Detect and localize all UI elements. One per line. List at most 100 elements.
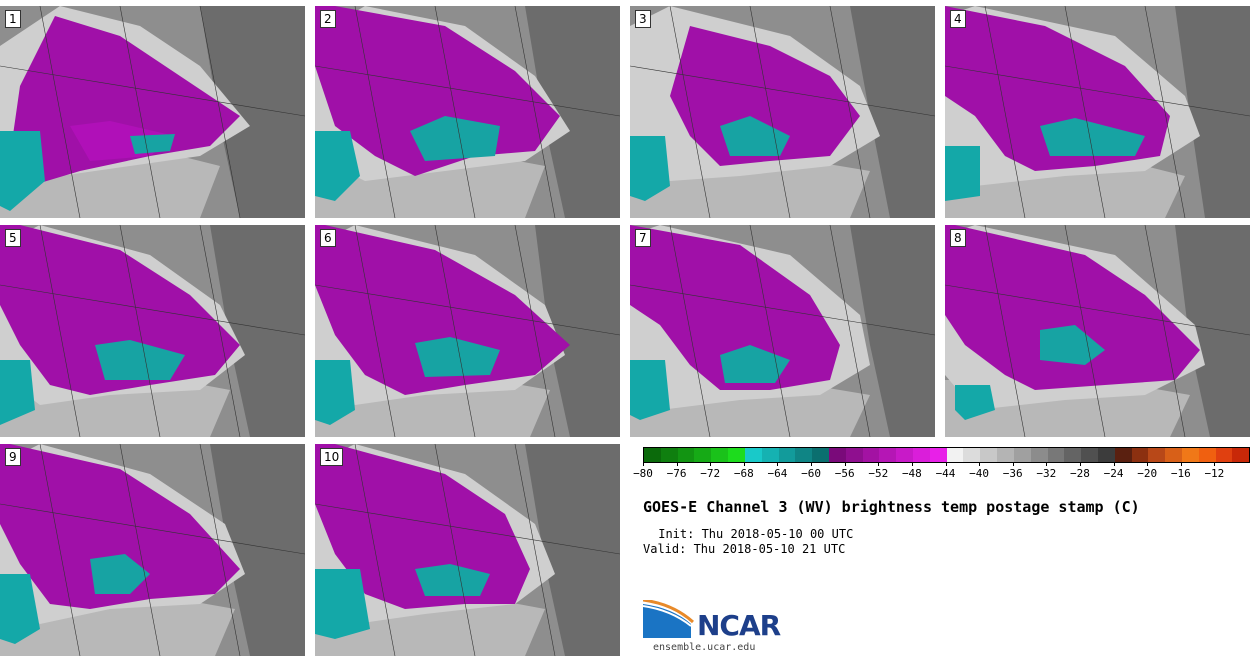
colorbar-tick-label: −44 [935,467,956,480]
colorbar-tick-label: −60 [801,467,821,480]
colorbar-swatch [946,448,964,462]
colorbar-tick [1113,462,1115,466]
colorbar-tick-label: −12 [1204,467,1225,480]
map-panel-10: 10 [315,444,620,656]
colorbar-swatch [1165,448,1182,462]
colorbar-swatch [997,448,1014,462]
map-image [0,444,305,656]
colorbar-tick-label: −16 [1170,467,1191,480]
colorbar-tick [945,462,947,466]
colorbar-swatch [1148,448,1166,462]
map-panel-2: 2 [315,6,620,218]
panel-number: 4 [950,10,966,28]
colorbar-swatch [1114,448,1132,462]
colorbar-swatch [913,448,930,462]
colorbar-tick [844,462,846,466]
colorbar [643,447,1250,463]
colorbar-tick [777,462,779,466]
map-image [315,6,620,218]
valid-time: Valid: Thu 2018-05-10 21 UTC [643,542,846,556]
panel-number: 3 [635,10,651,28]
colorbar-swatch [778,448,796,462]
colorbar-tick-label: −20 [1137,467,1158,480]
colorbar-tick [1046,462,1048,466]
colorbar-tick [1079,462,1081,466]
colorbar-tick [811,462,813,466]
colorbar-tick [710,462,712,466]
colorbar-swatch [744,448,762,462]
colorbar-tick-label: −72 [700,467,721,480]
colorbar-tick [878,462,880,466]
panel-number: 1 [5,10,21,28]
colorbar-swatch [1013,448,1031,462]
map-image [630,225,935,437]
colorbar-tick-label: −32 [1036,467,1057,480]
colorbar-swatch [1030,448,1048,462]
ncar-logo-icon [643,600,695,638]
panel-number: 5 [5,229,21,247]
init-time: Init: Thu 2018-05-10 00 UTC [651,527,854,541]
colorbar-tick [1214,462,1216,466]
colorbar-swatch [845,448,863,462]
colorbar-tick-label: −76 [666,467,687,480]
colorbar-swatch [1047,448,1065,462]
map-image [945,225,1250,437]
colorbar-tick-label: −64 [767,467,788,480]
colorbar-tick [979,462,981,466]
map-panel-7: 7 [630,225,935,437]
colorbar-swatch [896,448,913,462]
map-panel-1: 1 [0,6,305,218]
map-panel-8: 8 [945,225,1250,437]
colorbar-swatch [761,448,779,462]
colorbar-tick [643,462,644,466]
colorbar-swatch [644,448,661,462]
map-panel-3: 3 [630,6,935,218]
colorbar-swatch [1215,448,1233,462]
map-panel-6: 6 [315,225,620,437]
colorbar-tick [911,462,913,466]
colorbar-swatch [980,448,998,462]
map-image [315,225,620,437]
colorbar-swatch [862,448,880,462]
map-image [945,6,1250,218]
colorbar-swatch [879,448,897,462]
colorbar-swatch [1198,448,1216,462]
panel-number: 10 [320,448,344,466]
colorbar-tick [1180,462,1182,466]
colorbar-swatch [929,448,947,462]
colorbar-swatch [1097,448,1115,462]
colorbar-swatch [1064,448,1082,462]
colorbar-swatch [1131,448,1149,462]
colorbar-tick-label: −24 [1103,467,1124,480]
colorbar-tick-label: −80 [633,467,653,480]
colorbar-tick-label: −40 [969,467,990,480]
map-panel-9: 9 [0,444,305,656]
colorbar-ticks: −80 −76 −72 −68 −64 −60 −56 −52 −48 −44 −40 −36 −32−… [633,462,1248,482]
colorbar-swatch [1081,448,1098,462]
map-panel-4: 4 [945,6,1250,218]
colorbar-tick-label: −36 [1002,467,1023,480]
colorbar-tick-label: −56 [834,467,855,480]
colorbar-swatch [828,448,846,462]
colorbar-swatch [1182,448,1199,462]
colorbar-tick [1147,462,1149,466]
figure-title: GOES-E Channel 3 (WV) brightness temp po… [643,498,1140,516]
colorbar-swatch [963,448,981,462]
panel-number: 7 [635,229,651,247]
panel-number: 8 [950,229,966,247]
colorbar-swatch [812,448,829,462]
colorbar-tick [676,462,678,466]
colorbar-swatch [1232,448,1250,462]
colorbar-tick [1012,462,1014,466]
colorbar-tick-label: −52 [868,467,889,480]
panel-number: 9 [5,448,21,466]
map-panel-5: 5 [0,225,305,437]
colorbar-tick [743,462,745,466]
map-image [0,6,305,218]
colorbar-tick-label: −48 [901,467,922,480]
map-image [630,6,935,218]
colorbar-swatch [711,448,729,462]
logo-text: NCAR [697,609,781,642]
colorbar-swatch [795,448,813,462]
logo-url: ensemble.ucar.edu [653,642,756,653]
